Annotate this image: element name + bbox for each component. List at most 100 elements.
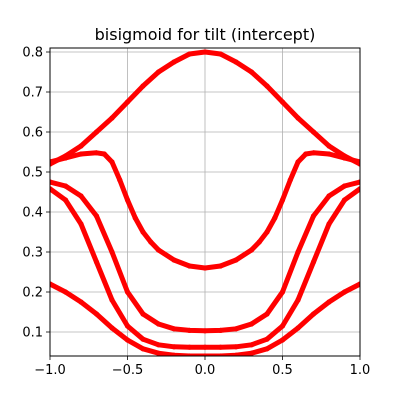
data-point	[202, 353, 208, 356]
data-point	[264, 311, 270, 317]
data-point	[248, 342, 255, 348]
data-point	[341, 289, 348, 295]
data-point	[50, 186, 53, 192]
data-point	[217, 327, 224, 333]
data-point	[78, 151, 84, 157]
data-point	[233, 326, 239, 332]
data-point	[217, 344, 224, 350]
data-point	[171, 352, 177, 356]
y-tick-label: 0.8	[22, 46, 43, 61]
data-point	[295, 325, 301, 331]
data-point	[357, 179, 360, 185]
data-point	[124, 323, 131, 329]
y-tick-label: 0.1	[22, 326, 43, 341]
data-point	[124, 99, 131, 105]
data-point	[50, 159, 53, 165]
x-tick-label: 0.0	[195, 363, 216, 378]
data-point	[155, 247, 162, 253]
data-point	[171, 326, 177, 332]
data-point	[186, 51, 193, 57]
data-point	[264, 229, 270, 235]
data-point	[310, 311, 317, 317]
data-point	[93, 259, 100, 265]
data-point	[279, 99, 286, 105]
data-point	[295, 115, 301, 121]
data-point	[326, 151, 332, 157]
data-point	[279, 337, 286, 343]
data-point	[140, 311, 146, 317]
data-point	[140, 229, 146, 235]
data-point	[93, 150, 100, 156]
data-point	[140, 83, 146, 89]
data-point	[248, 247, 255, 253]
data-point	[233, 59, 239, 65]
y-tick-label: 0.5	[22, 166, 43, 181]
data-point	[310, 259, 317, 265]
data-point	[171, 257, 177, 263]
x-tick-label: −0.5	[112, 363, 144, 378]
x-axis: −1.0 −0.5 0.0 0.5 1.0	[34, 356, 370, 378]
data-point	[233, 352, 239, 356]
data-point	[124, 197, 131, 203]
data-point	[140, 346, 146, 352]
data-point	[217, 263, 224, 269]
data-point	[279, 289, 286, 295]
data-point	[264, 83, 270, 89]
y-tick-label: 0.2	[22, 286, 43, 301]
data-point	[326, 193, 332, 199]
data-point	[357, 281, 360, 287]
data-point	[109, 297, 115, 303]
data-point	[124, 289, 131, 295]
data-point	[248, 69, 255, 75]
data-point	[279, 323, 286, 329]
data-point	[310, 213, 317, 219]
data-point	[202, 49, 208, 55]
x-tick-label: 0.5	[272, 363, 293, 378]
y-tick-label: 0.7	[22, 86, 43, 101]
data-point	[62, 155, 69, 161]
data-point	[326, 143, 332, 149]
data-point	[295, 249, 301, 255]
data-point	[155, 350, 162, 356]
x-tick-label: −1.0	[34, 363, 66, 378]
data-point	[117, 177, 123, 183]
data-point	[295, 297, 301, 303]
data-point	[50, 179, 53, 185]
data-point	[93, 129, 100, 135]
chart-title: bisigmoid for tilt (intercept)	[95, 25, 316, 44]
data-point	[78, 143, 84, 149]
data-point	[62, 183, 69, 189]
data-point	[132, 215, 138, 221]
data-point	[109, 115, 115, 121]
data-point	[217, 51, 224, 57]
data-point	[310, 150, 317, 156]
data-point	[109, 249, 115, 255]
data-point	[171, 59, 177, 65]
data-point	[101, 151, 107, 157]
data-point	[109, 159, 115, 165]
data-point	[124, 337, 131, 343]
data-point	[186, 353, 193, 356]
data-point	[303, 151, 309, 157]
data-point	[186, 327, 193, 333]
data-point	[295, 159, 301, 165]
data-point	[357, 186, 360, 192]
data-point	[264, 336, 270, 342]
data-point	[155, 342, 162, 348]
series-layer	[50, 49, 360, 356]
data-point	[155, 321, 162, 327]
data-point	[248, 321, 255, 327]
data-point	[186, 344, 193, 350]
data-point	[202, 344, 208, 350]
data-point	[148, 239, 154, 245]
data-point	[256, 239, 262, 245]
data-point	[93, 213, 100, 219]
data-point	[233, 344, 239, 350]
data-point	[310, 129, 317, 135]
data-point	[248, 350, 255, 356]
data-point	[341, 155, 348, 161]
data-point	[202, 265, 208, 271]
data-point	[186, 263, 193, 269]
data-point	[140, 336, 146, 342]
